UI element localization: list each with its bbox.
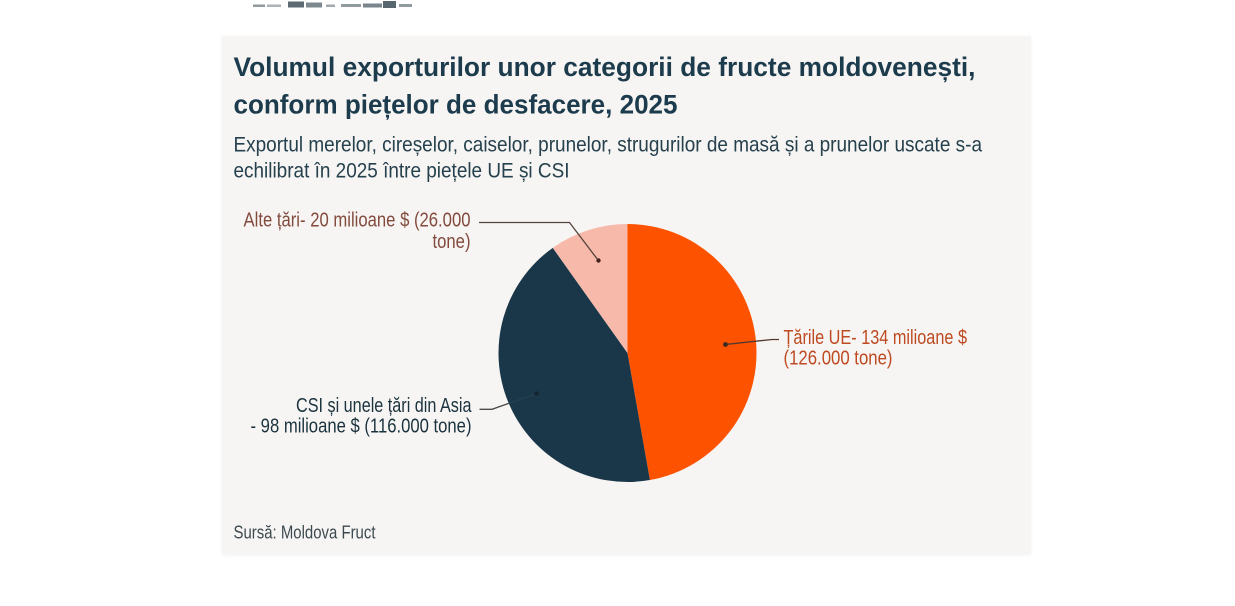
svg-text:Alte țări- 20 milioane $ (26.0: Alte țări- 20 milioane $ (26.000: [244, 209, 471, 232]
svg-text:- 98 milioane $ (116.000 tone): - 98 milioane $ (116.000 tone): [251, 414, 472, 437]
svg-text:echilibrat în 2025 între piețe: echilibrat în 2025 între piețele UE și C…: [234, 160, 570, 183]
svg-text:CSI și unele țări din Asia: CSI și unele țări din Asia: [296, 394, 472, 417]
svg-text:tone): tone): [433, 230, 471, 253]
svg-text:Țările UE- 134 milioane $: Țările UE- 134 milioane $: [784, 326, 968, 349]
svg-text:Sursă: Moldova Fruct: Sursă: Moldova Fruct: [234, 521, 377, 542]
svg-text:(126.000 tone): (126.000 tone): [784, 347, 893, 370]
svg-text:Volumul exporturilor unor cate: Volumul exporturilor unor categorii de f…: [234, 52, 976, 82]
svg-text:conform piețelor de desfacere,: conform piețelor de desfacere, 2025: [234, 90, 678, 120]
svg-text:Exportul merelor, cireșelor, c: Exportul merelor, cireșelor, caiselor, p…: [234, 133, 983, 156]
